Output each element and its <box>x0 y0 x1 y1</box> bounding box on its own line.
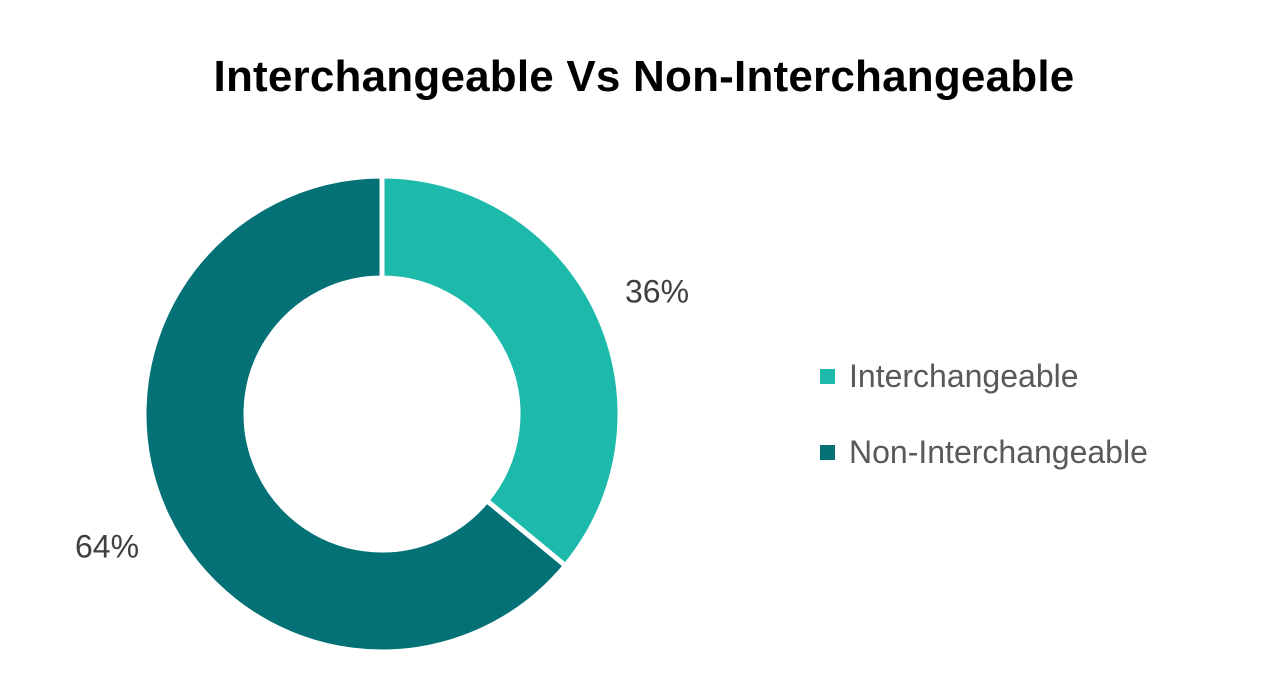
legend-swatch-non-interchangeable <box>820 444 835 460</box>
data-label-interchangeable: 36% <box>625 273 689 309</box>
donut-slice-non-interchangeable <box>141 173 569 655</box>
legend-item-interchangeable: Interchangeable <box>820 356 1148 396</box>
legend-swatch-interchangeable <box>820 368 835 384</box>
legend-label-non-interchangeable: Non-Interchangeable <box>849 433 1148 470</box>
legend: Interchangeable Non-Interchangeable <box>820 356 1148 508</box>
chart-title: Interchangeable Vs Non-Interchangeable <box>213 52 1075 101</box>
legend-label-interchangeable: Interchangeable <box>849 357 1079 394</box>
donut-slice-interchangeable <box>379 173 623 570</box>
legend-item-non-interchangeable: Non-Interchangeable <box>820 432 1148 472</box>
data-label-non-interchangeable: 64% <box>75 528 139 564</box>
